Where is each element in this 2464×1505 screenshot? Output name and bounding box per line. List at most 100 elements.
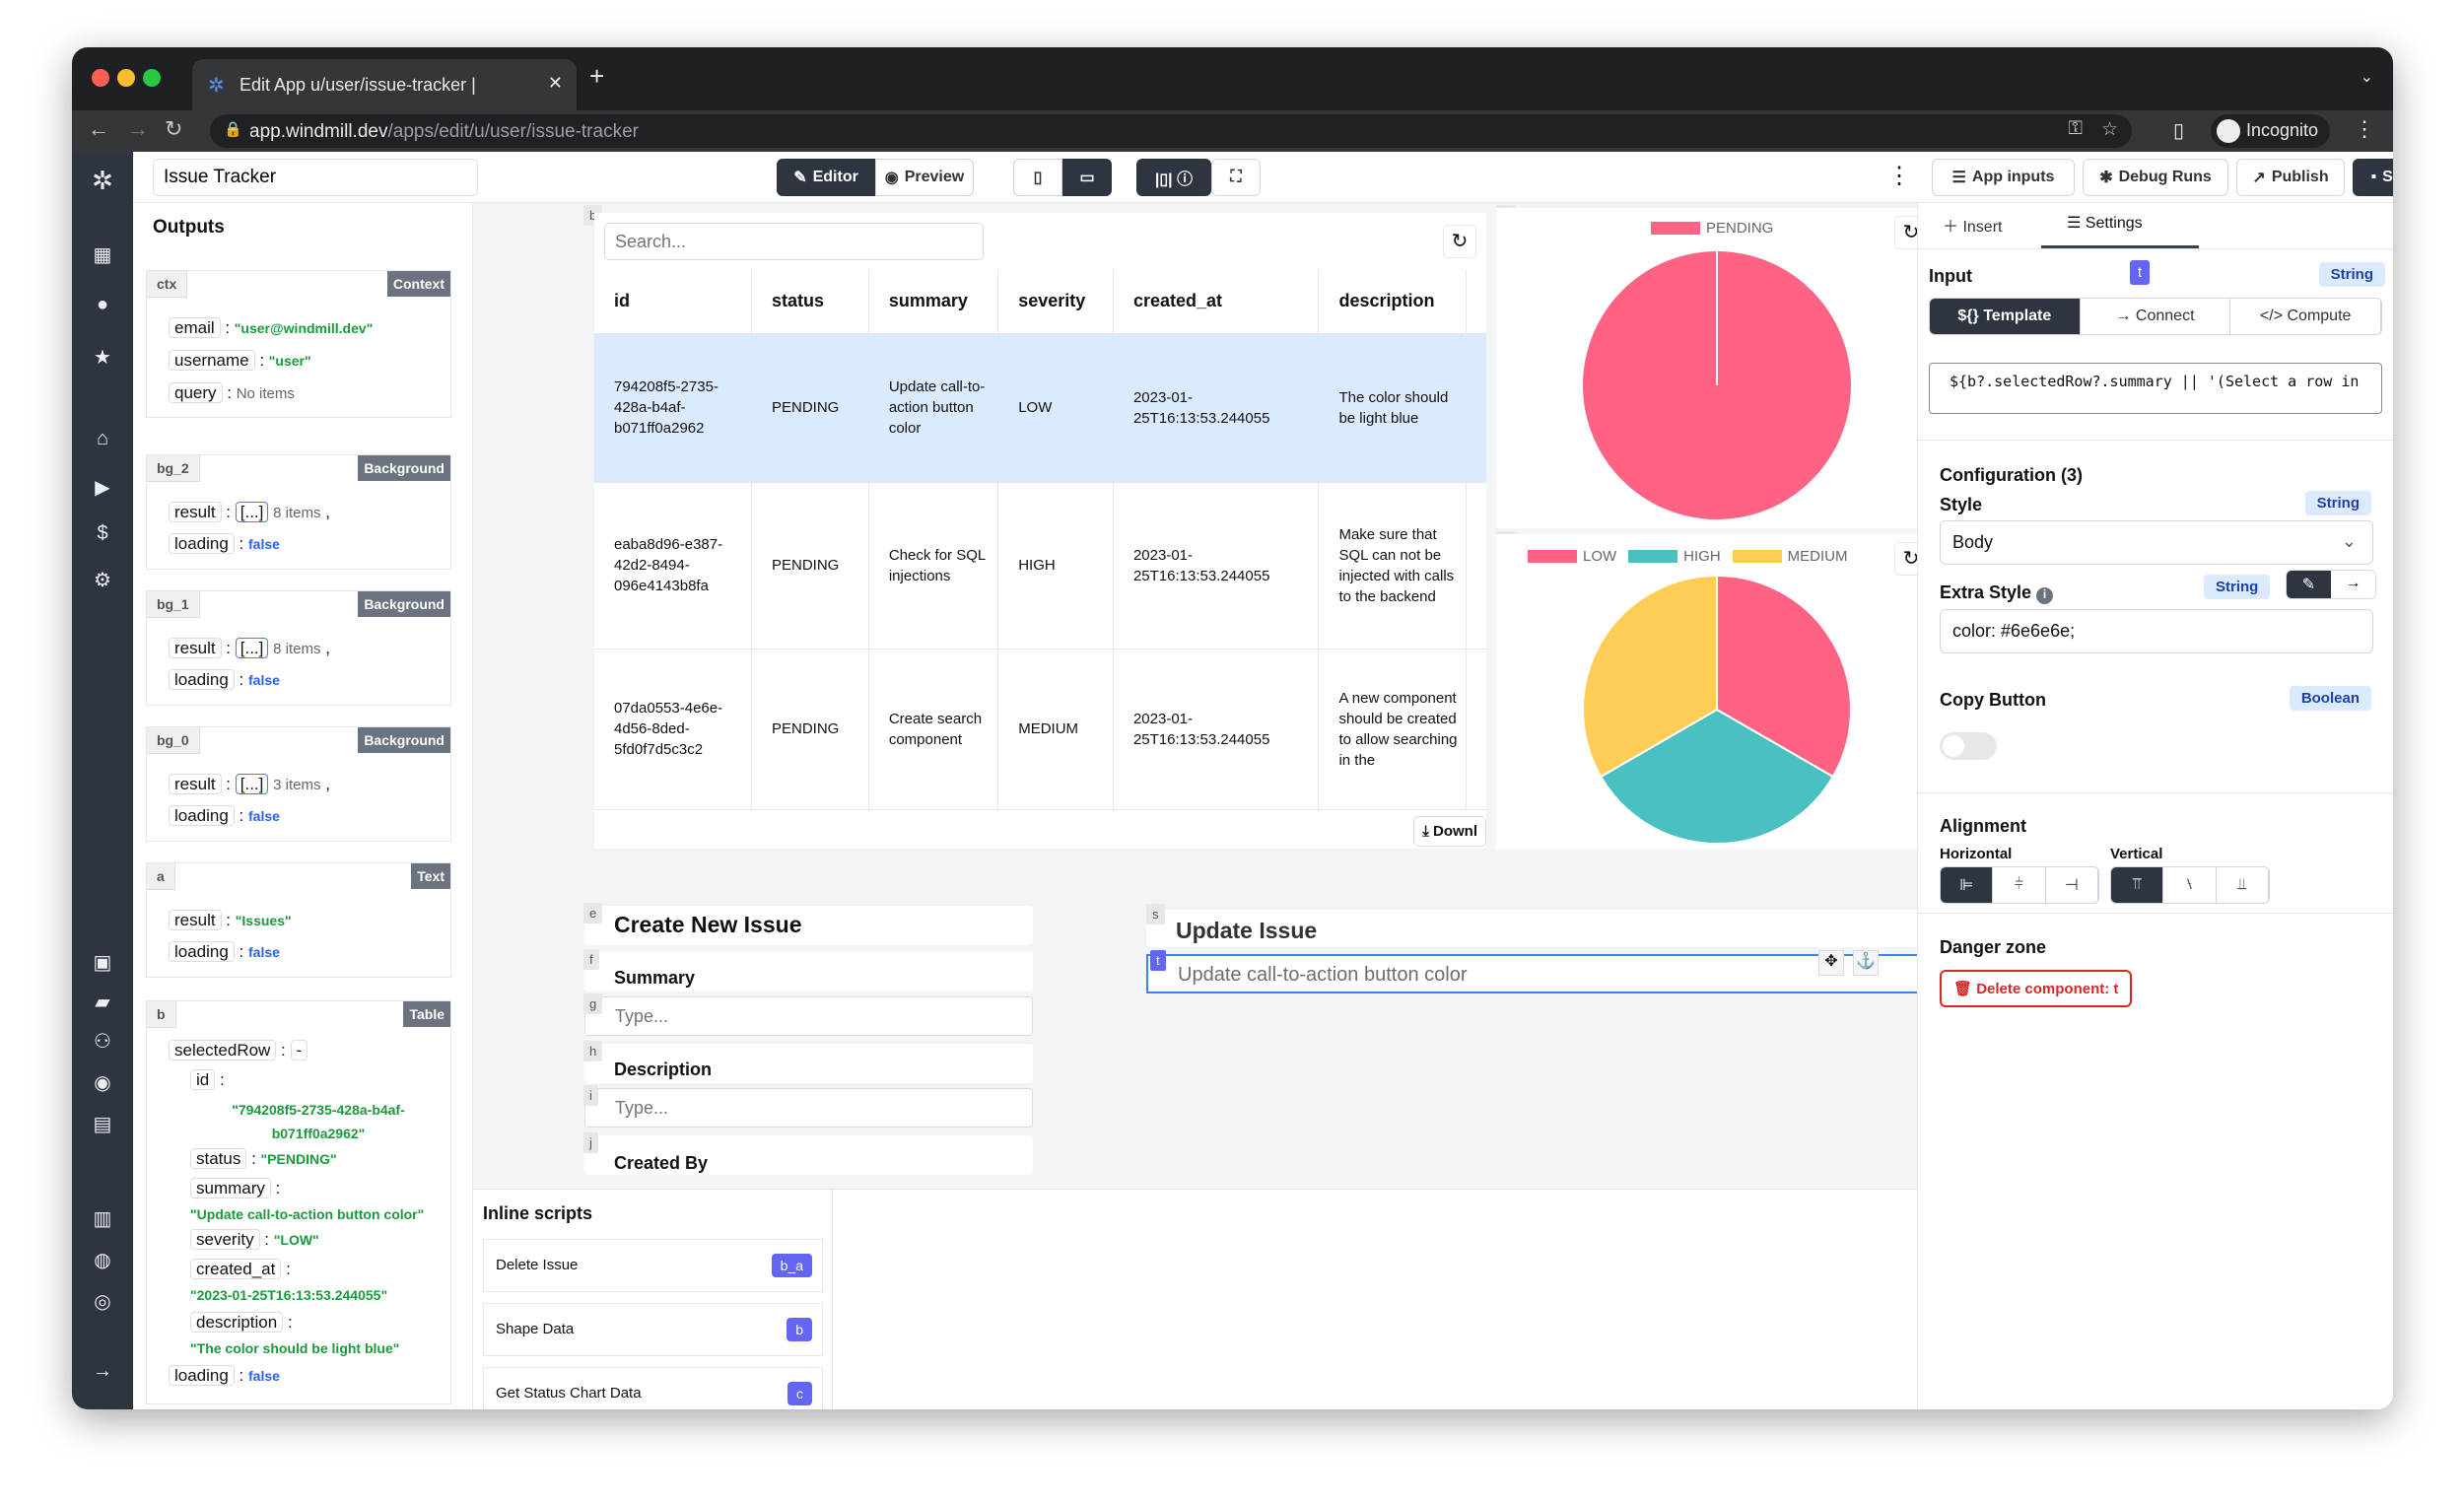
legend-item-high[interactable]: HIGH — [1628, 548, 1721, 565]
create-title-box[interactable]: Create New Issue — [584, 906, 1033, 945]
maximize-window-button[interactable] — [143, 69, 161, 87]
summary-input[interactable] — [584, 996, 1033, 1036]
preview-mode-button[interactable]: ◉ Preview — [875, 159, 974, 196]
info-icon[interactable]: i — [2036, 587, 2054, 604]
user-icon[interactable]: ● — [96, 294, 109, 315]
input-mode-connect[interactable]: → Connect — [2081, 299, 2231, 334]
home-icon[interactable]: ⌂ — [96, 428, 109, 449]
workers-robot-icon[interactable]: ▤ — [93, 1114, 112, 1135]
bookmark-star-icon[interactable]: ☆ — [2100, 119, 2118, 140]
save-button[interactable]: ▪ Save — [2353, 159, 2393, 196]
variables-dollar-icon[interactable]: $ — [97, 522, 108, 544]
close-window-button[interactable] — [92, 69, 109, 87]
docs-book-icon[interactable]: ▥ — [93, 1208, 112, 1230]
side-panel-icon[interactable]: ▯ — [2173, 120, 2185, 142]
workspace-icon[interactable]: ▦ — [93, 244, 112, 266]
description-input[interactable] — [584, 1088, 1033, 1128]
column-header-status[interactable]: status — [751, 270, 869, 334]
input-mode-compute[interactable]: </> Compute — [2230, 299, 2381, 334]
copy-button-toggle[interactable] — [1940, 732, 1997, 760]
template-editor[interactable]: ${b?.selectedRow?.summary || '(Select a … — [1929, 363, 2382, 414]
more-options-icon[interactable]: ⋮ — [1887, 163, 1911, 189]
delete-component-button[interactable]: 🗑 Delete component: t — [1940, 970, 2133, 1007]
expand-array-button[interactable]: [...] — [235, 638, 269, 658]
inline-script-item[interactable]: Shape Data b — [483, 1303, 823, 1356]
align-left-icon[interactable]: ⊫ — [1941, 867, 1994, 903]
component-id-s[interactable]: s — [1146, 904, 1165, 924]
pie-slice-medium[interactable] — [1582, 574, 1718, 779]
download-button[interactable]: ⤓ Downl — [1413, 816, 1486, 847]
output-group-bg_1[interactable]: bg_1 Background result : [...] 8 items , lo… — [146, 590, 451, 706]
legend-item-pending[interactable]: PENDING — [1651, 220, 1773, 237]
selected-text-component[interactable]: Update call-to-action button color ✥ ⚓ — [1146, 950, 1950, 993]
column-header-created_at[interactable]: created_at — [1113, 270, 1320, 334]
app-name-input[interactable] — [153, 159, 478, 196]
align-center-icon[interactable]: ⫩ — [1993, 867, 2046, 903]
key-icon[interactable]: ⚿ — [2068, 118, 2083, 139]
key-severity[interactable]: severity — [190, 1229, 260, 1250]
key-loading[interactable]: loading — [169, 533, 235, 554]
debug-runs-button[interactable]: ✱ Debug Runs — [2083, 159, 2228, 196]
key-username[interactable]: username — [169, 350, 255, 371]
discord-icon[interactable]: ◍ — [94, 1250, 111, 1271]
table-search-input[interactable] — [604, 223, 984, 260]
summary-label-box[interactable]: Summary — [584, 952, 1033, 992]
key-id[interactable]: id — [190, 1069, 216, 1090]
table-row[interactable]: 794208f5-2735-428a-b4af-b071ff0a2962 PEND… — [594, 333, 1486, 483]
created-by-label-box[interactable]: Created By — [584, 1135, 1033, 1175]
inline-script-item[interactable]: Get Status Chart Data c — [483, 1367, 823, 1409]
key-result[interactable]: result — [169, 502, 222, 522]
input-mode-template[interactable]: ${} Template — [1930, 299, 2081, 334]
incognito-profile[interactable]: Incognito — [2211, 114, 2331, 148]
legend-item-low[interactable]: LOW — [1528, 548, 1616, 565]
audit-eye-icon[interactable]: ◉ — [94, 1072, 111, 1094]
anchor-icon[interactable]: ⚓ — [1853, 950, 1879, 976]
component-id-t[interactable]: t — [1150, 950, 1166, 971]
column-header-description[interactable]: description — [1318, 270, 1467, 334]
component-id-f[interactable]: f — [583, 949, 599, 970]
reload-icon[interactable]: ↻ — [165, 116, 183, 141]
move-icon[interactable]: ✥ — [1818, 950, 1844, 976]
key-loading[interactable]: loading — [169, 805, 235, 826]
column-header-id[interactable]: id — [594, 270, 752, 334]
editor-mode-button[interactable]: ✎ Editor — [777, 159, 875, 196]
key-loading[interactable]: loading — [169, 1365, 235, 1386]
key-created_at[interactable]: created_at — [190, 1259, 282, 1279]
collapse-toggle[interactable]: - — [290, 1040, 308, 1060]
github-icon[interactable]: ◎ — [94, 1291, 111, 1313]
component-id-h[interactable]: h — [583, 1041, 603, 1061]
forward-icon[interactable]: → — [127, 116, 149, 141]
runs-play-icon[interactable]: ▶ — [95, 477, 110, 499]
new-tab-icon[interactable]: + — [589, 61, 605, 91]
tab-list-chevron-icon[interactable]: ⌄ — [2360, 69, 2373, 86]
expand-array-button[interactable]: [...] — [235, 774, 269, 794]
desktop-view-button[interactable]: ▭ — [1062, 159, 1112, 196]
style-select[interactable]: Body ⌄ — [1940, 520, 2373, 565]
component-id-g[interactable]: g — [583, 993, 603, 1014]
align-middle-icon[interactable]: ⧷ — [2163, 867, 2217, 903]
pie-slice-high[interactable] — [1599, 708, 1835, 845]
back-icon[interactable]: ← — [88, 116, 109, 141]
align-right-icon[interactable]: ⊣ — [2046, 867, 2098, 903]
close-tab-icon[interactable]: ✕ — [547, 73, 563, 93]
key-status[interactable]: status — [190, 1148, 247, 1169]
app-inputs-button[interactable]: ☰ App inputs — [1932, 159, 2075, 196]
key-email[interactable]: email — [169, 317, 221, 338]
key-description[interactable]: description — [190, 1312, 284, 1333]
groups-icon[interactable]: ⚇ — [94, 1031, 111, 1053]
pencil-icon[interactable]: ✎ — [2287, 571, 2331, 598]
publish-button[interactable]: ↗ Publish — [2236, 159, 2345, 196]
column-header-severity[interactable]: severity — [997, 270, 1114, 334]
arrow-right-icon[interactable]: → — [2345, 575, 2361, 591]
table-row[interactable]: 07da0553-4e6e-4d56-8ded-5fd0f7d5c3c2 PEND… — [594, 649, 1486, 810]
component-id-j[interactable]: j — [583, 1132, 598, 1153]
key-result[interactable]: result — [169, 910, 222, 930]
inline-script-item[interactable]: Delete Issue b_a — [483, 1239, 823, 1292]
key-result[interactable]: result — [169, 774, 222, 794]
component-id-i[interactable]: i — [583, 1085, 598, 1106]
star-icon[interactable]: ★ — [94, 347, 111, 369]
key-query[interactable]: query — [169, 382, 223, 403]
component-id-e[interactable]: e — [583, 903, 603, 924]
align-top-icon[interactable]: ⫪ — [2111, 867, 2164, 903]
update-title-box[interactable]: Update Issue — [1146, 910, 1950, 947]
